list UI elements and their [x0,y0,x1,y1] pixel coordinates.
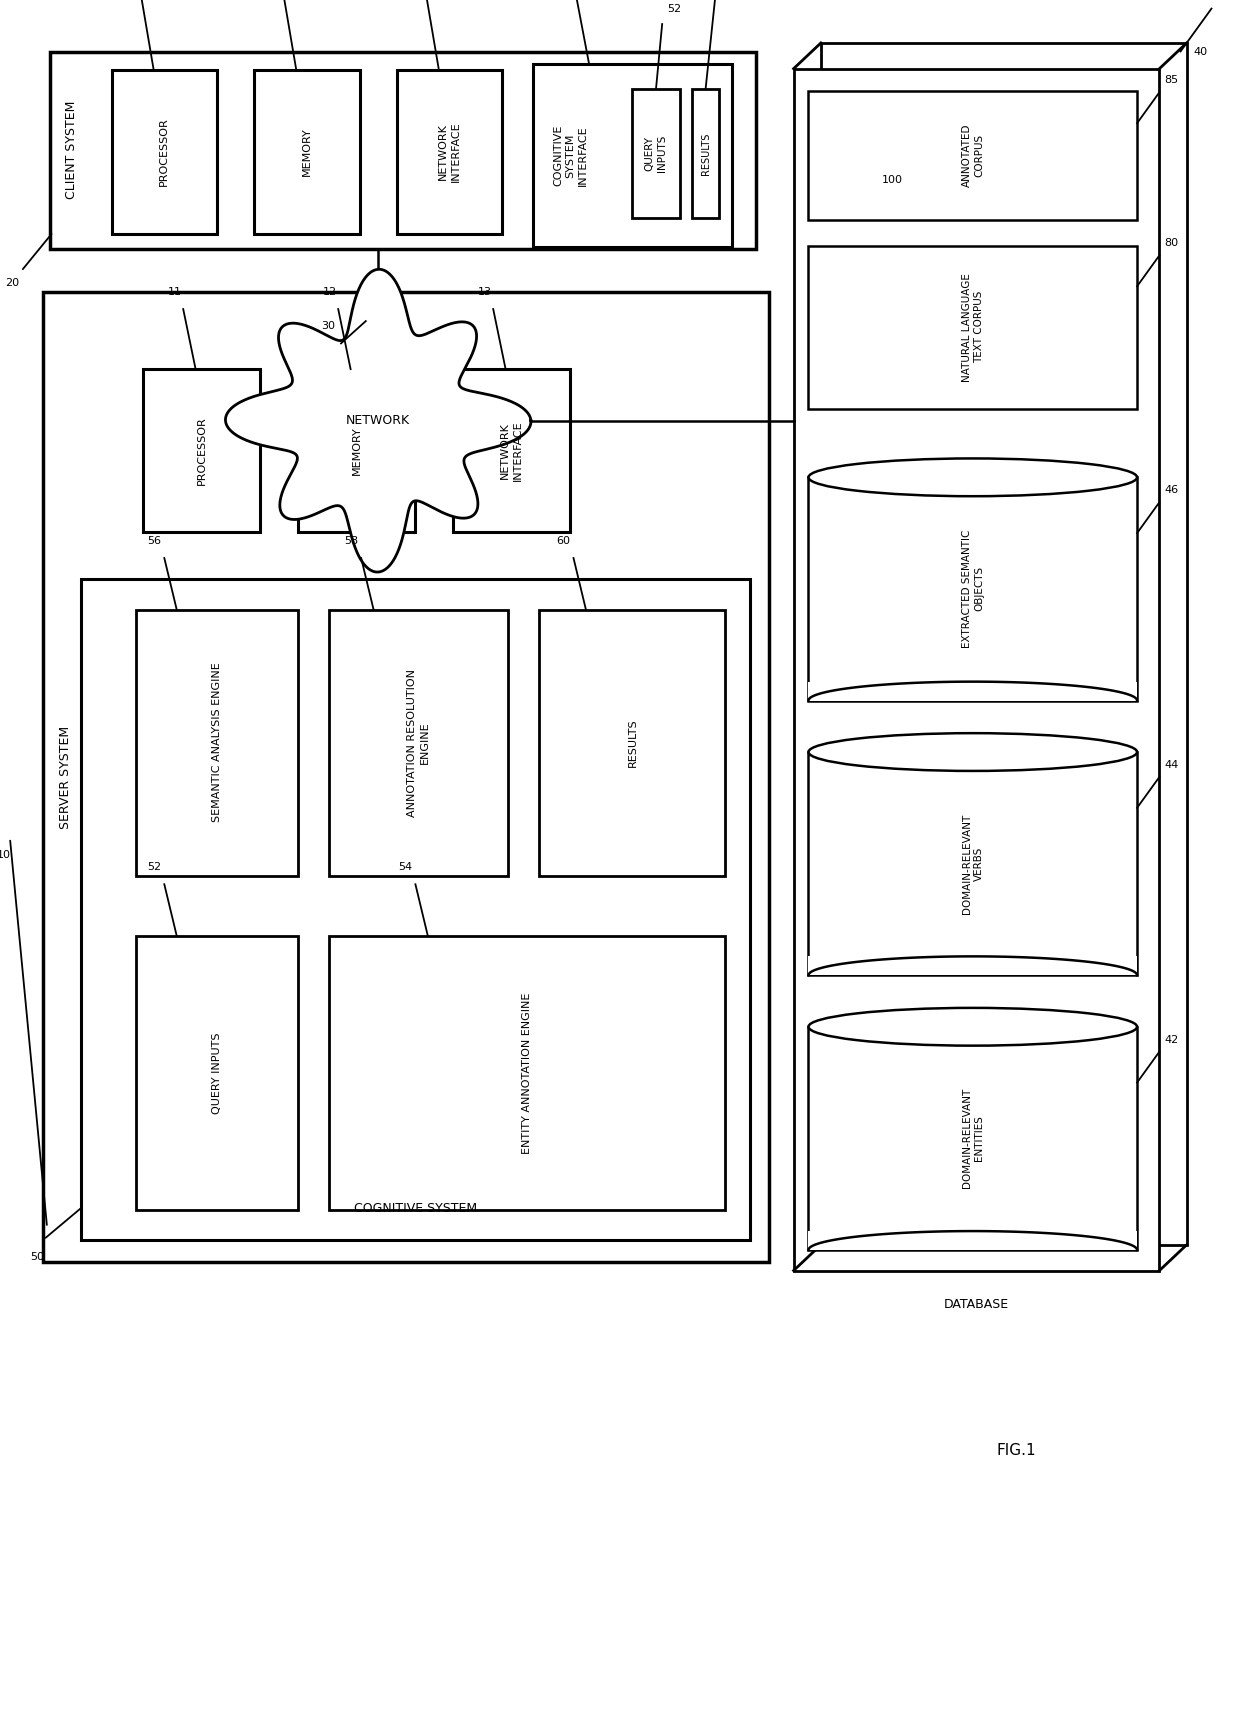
Text: COGNITIVE SYSTEM: COGNITIVE SYSTEM [353,1202,477,1216]
Text: 11: 11 [167,287,181,297]
FancyBboxPatch shape [632,89,680,218]
FancyBboxPatch shape [692,89,719,218]
FancyBboxPatch shape [808,1027,1137,1250]
FancyBboxPatch shape [143,369,260,532]
Text: 80: 80 [1164,239,1179,249]
Text: SERVER SYSTEM: SERVER SYSTEM [60,725,72,829]
Text: COGNITIVE
SYSTEM
INTERFACE: COGNITIVE SYSTEM INTERFACE [553,125,588,185]
FancyBboxPatch shape [136,936,298,1210]
FancyBboxPatch shape [81,579,750,1240]
Text: FIG.1: FIG.1 [997,1444,1037,1458]
FancyBboxPatch shape [43,292,769,1262]
FancyBboxPatch shape [254,70,360,234]
FancyBboxPatch shape [808,246,1137,409]
Ellipse shape [808,458,1137,496]
FancyBboxPatch shape [808,477,1137,701]
Text: 60: 60 [557,536,570,546]
Text: ANNOTATION RESOLUTION
ENGINE: ANNOTATION RESOLUTION ENGINE [407,668,430,817]
Text: PROCESSOR: PROCESSOR [196,416,207,486]
Text: 56: 56 [148,536,161,546]
FancyBboxPatch shape [112,70,217,234]
Text: 40: 40 [1193,46,1208,57]
Text: RESULTS: RESULTS [701,132,711,175]
FancyBboxPatch shape [808,682,1137,701]
Text: NETWORK
INTERFACE: NETWORK INTERFACE [500,421,523,481]
Text: NETWORK
INTERFACE: NETWORK INTERFACE [438,122,461,182]
FancyBboxPatch shape [533,64,732,247]
FancyBboxPatch shape [50,52,756,249]
Text: MEMORY: MEMORY [351,426,362,476]
Text: MEMORY: MEMORY [301,127,312,177]
FancyBboxPatch shape [397,70,502,234]
Text: 52: 52 [667,3,682,14]
FancyBboxPatch shape [808,1231,1137,1250]
Text: 52: 52 [148,862,161,872]
Ellipse shape [808,1008,1137,1046]
Text: QUERY
INPUTS: QUERY INPUTS [645,136,667,172]
Text: QUERY INPUTS: QUERY INPUTS [212,1032,222,1114]
Text: SEMANTIC ANALYSIS ENGINE: SEMANTIC ANALYSIS ENGINE [212,663,222,822]
Text: 10: 10 [0,850,11,860]
Text: 50: 50 [30,1252,45,1262]
Text: 20: 20 [5,278,20,288]
Text: 85: 85 [1164,76,1179,86]
FancyBboxPatch shape [453,369,570,532]
Text: DOMAIN-RELEVANT
VERBS: DOMAIN-RELEVANT VERBS [961,814,985,913]
Text: ENTITY ANNOTATION ENGINE: ENTITY ANNOTATION ENGINE [522,992,532,1154]
FancyBboxPatch shape [136,610,298,876]
Text: 100: 100 [883,175,903,185]
FancyBboxPatch shape [539,610,725,876]
Text: CLIENT SYSTEM: CLIENT SYSTEM [66,101,78,199]
Text: EXTRACTED SEMANTIC
OBJECTS: EXTRACTED SEMANTIC OBJECTS [961,531,985,647]
FancyBboxPatch shape [808,752,1137,975]
Text: 54: 54 [398,862,413,872]
FancyBboxPatch shape [329,610,508,876]
FancyBboxPatch shape [794,69,1159,1271]
Text: ANNOTATED
CORPUS: ANNOTATED CORPUS [961,124,985,187]
Text: 42: 42 [1164,1035,1179,1044]
Text: 58: 58 [345,536,358,546]
Ellipse shape [808,733,1137,771]
Text: 12: 12 [322,287,336,297]
Text: NATURAL LANGUAGE
TEXT CORPUS: NATURAL LANGUAGE TEXT CORPUS [961,273,985,381]
Text: PROCESSOR: PROCESSOR [159,117,170,187]
FancyBboxPatch shape [808,91,1137,220]
Text: DATABASE: DATABASE [944,1298,1009,1312]
Text: DOMAIN-RELEVANT
ENTITIES: DOMAIN-RELEVANT ENTITIES [961,1089,985,1188]
Text: 30: 30 [321,321,336,331]
Polygon shape [226,270,531,572]
Text: 46: 46 [1164,486,1179,494]
Text: NETWORK: NETWORK [346,414,410,428]
Text: 44: 44 [1164,761,1179,769]
Text: 13: 13 [477,287,491,297]
FancyBboxPatch shape [329,936,725,1210]
Text: RESULTS: RESULTS [627,718,637,767]
FancyBboxPatch shape [821,43,1187,1245]
FancyBboxPatch shape [298,369,415,532]
FancyBboxPatch shape [808,956,1137,975]
